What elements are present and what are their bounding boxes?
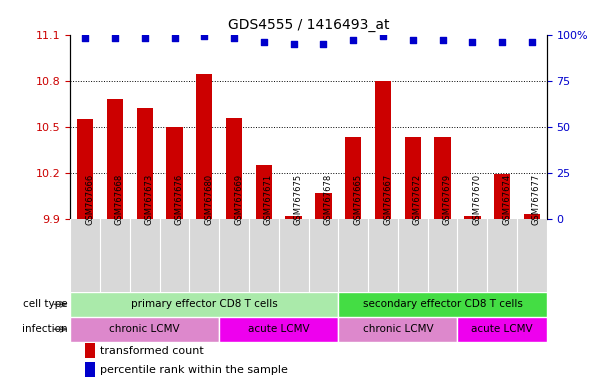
Point — [80, 35, 90, 41]
Bar — [285, 216, 302, 219]
Point — [289, 41, 299, 47]
Point — [348, 37, 358, 43]
Bar — [345, 137, 362, 219]
Point — [110, 35, 120, 41]
Point — [378, 33, 388, 40]
Text: GSM767666: GSM767666 — [85, 174, 94, 225]
Bar — [70, 292, 338, 317]
Text: GSM767668: GSM767668 — [115, 174, 124, 225]
Bar — [464, 216, 481, 219]
Point — [229, 35, 239, 41]
Point — [497, 39, 507, 45]
Text: GSM767678: GSM767678 — [323, 174, 332, 225]
Point — [437, 37, 447, 43]
Bar — [77, 119, 93, 219]
Text: GSM767674: GSM767674 — [502, 174, 511, 225]
Point — [408, 37, 418, 43]
Point — [318, 41, 328, 47]
Text: primary effector CD8 T cells: primary effector CD8 T cells — [131, 299, 277, 310]
Text: chronic LCMV: chronic LCMV — [109, 324, 180, 334]
Bar — [404, 137, 421, 219]
Text: percentile rank within the sample: percentile rank within the sample — [100, 365, 288, 375]
Text: GSM767673: GSM767673 — [145, 174, 154, 225]
Text: acute LCMV: acute LCMV — [248, 324, 310, 334]
Bar — [226, 118, 243, 219]
Bar — [338, 292, 547, 317]
Text: GSM767665: GSM767665 — [353, 174, 362, 225]
Point — [199, 33, 209, 40]
Bar — [219, 317, 338, 342]
Text: secondary effector CD8 T cells: secondary effector CD8 T cells — [363, 299, 522, 310]
Bar — [84, 362, 95, 377]
Text: GSM767679: GSM767679 — [442, 174, 452, 225]
Bar — [166, 127, 183, 219]
Text: GSM767677: GSM767677 — [532, 174, 541, 225]
Text: GSM767669: GSM767669 — [234, 174, 243, 225]
Text: GSM767676: GSM767676 — [175, 174, 183, 225]
Bar — [494, 174, 510, 219]
Text: GSM767670: GSM767670 — [472, 174, 481, 225]
Bar — [338, 317, 458, 342]
Text: GSM767680: GSM767680 — [204, 174, 213, 225]
Text: GSM767672: GSM767672 — [413, 174, 422, 225]
Bar — [255, 165, 272, 219]
Text: transformed count: transformed count — [100, 346, 203, 356]
Text: GSM767667: GSM767667 — [383, 174, 392, 225]
Bar — [196, 74, 213, 219]
Text: acute LCMV: acute LCMV — [471, 324, 533, 334]
Text: GSM767671: GSM767671 — [264, 174, 273, 225]
Point — [467, 39, 477, 45]
Bar — [434, 137, 451, 219]
Point — [170, 35, 180, 41]
Bar — [524, 214, 540, 219]
Text: GSM767675: GSM767675 — [294, 174, 302, 225]
Bar — [70, 317, 219, 342]
Bar — [136, 108, 153, 219]
Bar — [107, 99, 123, 219]
Point — [259, 39, 269, 45]
Bar — [458, 317, 547, 342]
Text: cell type: cell type — [23, 299, 67, 310]
Text: chronic LCMV: chronic LCMV — [362, 324, 433, 334]
Bar — [84, 343, 95, 358]
Bar — [375, 81, 391, 219]
Text: infection: infection — [21, 324, 67, 334]
Bar — [315, 193, 332, 219]
Point — [140, 35, 150, 41]
Point — [527, 39, 537, 45]
Title: GDS4555 / 1416493_at: GDS4555 / 1416493_at — [228, 18, 389, 32]
